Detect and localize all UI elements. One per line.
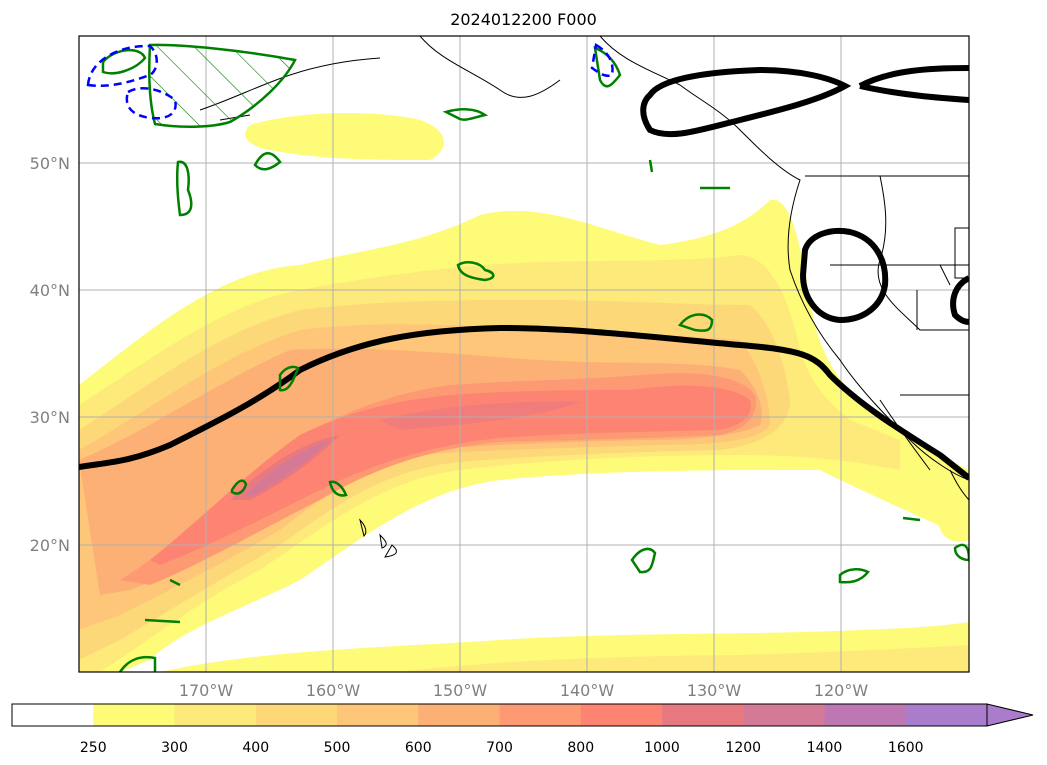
colorbar-cell — [499, 704, 582, 726]
colorbar-label: 800 — [567, 740, 594, 756]
ivt-250-baja — [938, 498, 969, 542]
colorbar-cell — [905, 704, 988, 726]
black-northern-loop — [640, 66, 852, 138]
colorbar-frame — [11, 703, 988, 727]
black-california-loop — [799, 228, 889, 324]
colorbar-label: 1200 — [725, 740, 761, 756]
blue-dashed-contours — [86, 43, 614, 120]
colorbar-cell — [12, 704, 94, 726]
colorbar-label: 400 — [242, 740, 269, 756]
colorbar-label: 1000 — [644, 740, 680, 756]
black-main-line — [79, 324, 969, 481]
black-east-loop — [950, 275, 969, 325]
colorbar: 250 300 400 500 600 700 800 1000 1200 1400 1600 — [11, 703, 1034, 756]
colorbar-extend-arrow — [986, 703, 1034, 727]
colorbar-cell — [743, 704, 825, 726]
lon-tick-120W: 120°W — [814, 681, 869, 700]
colorbar-label: 700 — [486, 740, 513, 756]
ivt-shading — [79, 113, 969, 672]
colorbar-label: 1400 — [807, 740, 843, 756]
colorbar-label: 250 — [80, 740, 107, 756]
lat-tick-30N: 30°N — [30, 408, 70, 427]
black-northern-ridge — [858, 65, 969, 103]
black-contours — [79, 65, 969, 481]
lon-tick-160W: 160°W — [306, 681, 361, 700]
colorbar-label: 300 — [161, 740, 188, 756]
map-frame — [78, 35, 970, 673]
colorbar-cell — [174, 704, 257, 726]
lon-tick-150W: 150°W — [433, 681, 488, 700]
lat-tick-labels: 50°N 40°N 30°N 20°N — [30, 154, 70, 555]
ivt-300-south-band — [400, 645, 969, 672]
lon-tick-labels: 170°W 160°W 150°W 140°W 130°W 120°W — [179, 681, 869, 700]
colorbar-label: 600 — [405, 740, 432, 756]
lon-tick-140W: 140°W — [560, 681, 615, 700]
ivt-250-north-blob — [245, 113, 444, 160]
lon-tick-130W: 130°W — [687, 681, 742, 700]
colorbar-label: 500 — [324, 740, 351, 756]
map-title: 2024012200 F000 — [450, 10, 597, 29]
colorbar-cell — [337, 704, 419, 726]
lat-tick-40N: 40°N — [30, 281, 70, 300]
lon-tick-170W: 170°W — [179, 681, 234, 700]
lat-tick-20N: 20°N — [30, 536, 70, 555]
colorbar-cell — [255, 704, 338, 726]
lat-tick-50N: 50°N — [30, 154, 70, 173]
colorbar-cell — [824, 704, 907, 726]
colorbar-cell — [580, 704, 663, 726]
colorbar-cell — [418, 704, 500, 726]
colorbar-cell — [93, 704, 175, 726]
green-hatched-region — [147, 43, 297, 129]
colorbar-label: 1600 — [888, 740, 924, 756]
colorbar-cell — [662, 704, 744, 726]
